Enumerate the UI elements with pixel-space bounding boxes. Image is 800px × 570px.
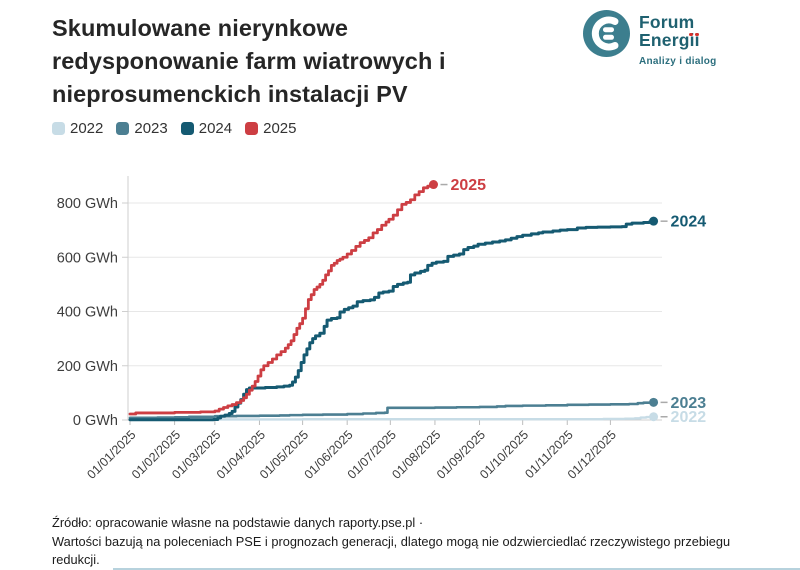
title-line-1: Skumulowane nierynkowe [52,15,349,41]
series-end-label-2022: 2022 [671,409,707,426]
series-end-dot-2025 [428,180,438,190]
legend-swatch-2024 [180,122,194,135]
y-axis-label: 200 GWh [57,359,118,375]
legend-item-2023: 2023 [116,120,168,137]
chart-legend: 2022 2023 2024 2025 [52,120,310,137]
logo-name-line1: Forum [639,12,695,32]
methodology-note: Wartości bazują na poleceniach PSE i pro… [52,533,731,568]
y-axis-label: 600 GWh [57,250,118,266]
series-end-dot-2023 [649,397,659,407]
legend-swatch-2022 [52,122,65,135]
page-title: Skumulowane nierynkowe redysponowanie fa… [52,12,592,111]
forum-energii-logo-icon [583,10,630,57]
logo-tagline: Analizy i dialog [639,56,717,67]
legend-swatch-2025 [245,122,259,135]
legend-item-2024: 2024 [180,120,233,137]
logo-name: Forum Energii [639,13,717,49]
legend-swatch-2023 [116,122,130,135]
legend-label-2023: 2023 [134,120,168,137]
legend-item-2025: 2025 [245,120,297,137]
series-end-label-2024: 2024 [671,214,707,231]
legend-item-2022: 2022 [52,120,103,137]
series-line-2023 [128,401,655,420]
series-end-label-2025: 2025 [450,177,486,194]
logo-name-line2: Energii [639,30,700,50]
legend-label-2025: 2025 [263,120,297,137]
source-note: Źródło: opracowanie własne na podstawie … [52,515,424,530]
y-axis-label: 400 GWh [57,305,118,321]
title-line-3: nieprosumenckich instalacji PV [52,81,408,107]
legend-label-2024: 2024 [198,120,233,137]
legend-label-2022: 2022 [70,120,104,137]
series-end-dot-2022 [649,412,659,422]
title-line-2: redysponowanie farm wiatrowych i [52,48,446,74]
series-line-2024 [128,219,656,422]
y-axis-label: 0 GWh [73,413,118,429]
logo-red-dots-icon [689,32,693,36]
series-line-2022 [128,415,655,421]
series-line-2025 [128,183,435,416]
logo-text: Forum Energii Analizy i dialog [639,10,717,67]
forum-energii-logo: Forum Energii Analizy i dialog [583,10,717,67]
series-end-label-2023: 2023 [671,395,707,412]
bottom-divider [113,568,800,570]
series-end-dot-2024 [649,216,659,226]
y-axis-label: 800 GWh [57,196,118,212]
chart-footer: Źródło: opracowanie własne na podstawie … [52,514,746,570]
